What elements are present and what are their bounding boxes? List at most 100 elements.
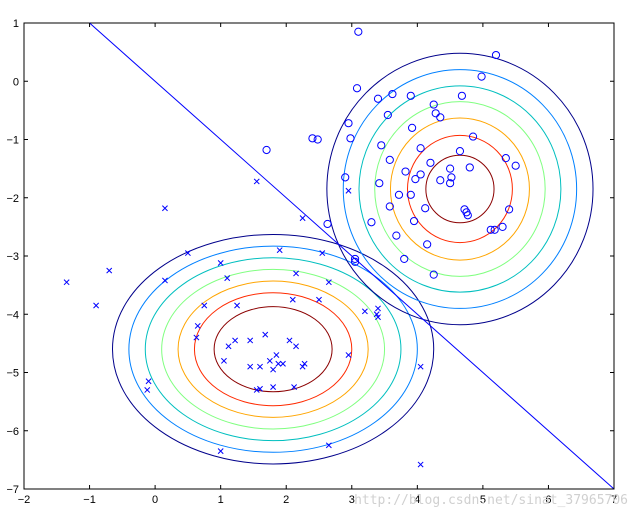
y-tick-label: 0 [13,76,19,88]
x-marker [106,267,113,274]
o-marker [411,175,420,184]
o-marker [455,147,465,156]
o-marker [400,254,409,264]
o-marker [354,27,363,36]
gaussian-contours [112,52,594,465]
x-marker [270,384,277,391]
o-marker [431,109,440,118]
x-marker [145,378,152,385]
contour-ring-0-0 [213,306,333,393]
watermark: http://blog.csdn.net/sinat_37965706 [354,493,628,508]
o-marker [490,225,499,234]
o-marker [375,179,384,188]
o-marker [323,219,332,229]
x-marker [217,448,224,455]
x-marker [161,205,168,212]
x-marker [275,360,282,367]
x-marker [232,337,239,344]
contour-ring-0-5 [128,245,418,453]
y-tick-label: −5 [6,368,19,380]
x-tick-label: 6 [545,494,551,506]
x-marker [279,360,286,367]
x-marker [276,247,283,254]
x-marker [299,363,306,370]
x-marker [93,302,100,309]
o-marker [446,164,455,173]
o-marker [308,134,317,143]
o-marker [429,100,438,109]
x-marker [301,360,308,367]
o-marker [468,132,478,141]
o-marker [406,91,415,100]
o-marker [350,257,360,266]
o-marker [373,94,383,103]
x-marker [345,187,352,194]
o-marker [383,110,392,120]
o-marker [463,211,472,220]
o-marker [385,155,394,164]
o-marker [377,141,386,150]
x-marker [291,384,298,391]
x-marker [325,442,332,449]
o-marker [313,135,322,144]
contour-ring-1-4 [358,85,562,293]
x-marker [184,250,191,257]
x-marker [253,387,260,393]
x-marker [293,343,300,350]
x-marker [257,363,263,370]
x-marker [225,343,232,350]
y-tick-label: −3 [6,251,19,263]
x-marker [253,178,260,185]
x-tick-label: 5 [480,494,486,506]
x-marker [247,337,254,344]
o-marker [416,144,425,153]
contour-ring-1-2 [389,117,530,261]
x-marker [161,277,168,284]
contour-ring-1-5 [342,69,578,309]
o-marker [426,158,435,167]
x-marker [193,334,200,341]
o-marker [505,205,514,214]
o-marker [394,190,404,199]
o-marker [501,154,510,163]
o-marker [350,254,360,264]
x-marker [270,366,277,373]
o-marker [457,91,467,100]
decision-boundary [89,22,615,490]
y-tick-label: −1 [6,135,19,147]
o-marker [341,173,350,182]
contour-ring-0-6 [112,233,435,465]
x-marker [417,363,424,370]
y-tick-label: −6 [6,426,19,438]
o-marker [486,225,495,234]
contour-ring-1-6 [326,52,594,326]
contour-ring-0-1 [193,292,353,407]
y-tick-label: −4 [6,309,19,321]
x-marker [373,311,380,318]
o-marker [447,173,456,182]
o-marker [367,218,376,227]
x-marker [293,270,300,277]
x-marker [299,215,306,222]
x-marker [361,308,368,315]
o-marker [407,123,417,132]
boundary-line [89,22,615,490]
x-marker [375,314,381,321]
x-tick-label: 1 [218,494,224,506]
o-marker [262,145,271,155]
x-tick-label: 4 [414,494,420,506]
o-marker [491,50,501,60]
o-marker [406,190,415,199]
o-marker [446,179,455,188]
o-marker [421,204,430,213]
x-marker [316,296,322,303]
x-marker [144,387,151,393]
y-tick-label: −7 [6,484,19,496]
x-tick-label: 7 [611,494,617,506]
o-marker [429,270,438,279]
o-marker [392,231,401,240]
x-marker [289,296,296,303]
data-points [63,27,520,468]
x-marker [220,357,227,364]
